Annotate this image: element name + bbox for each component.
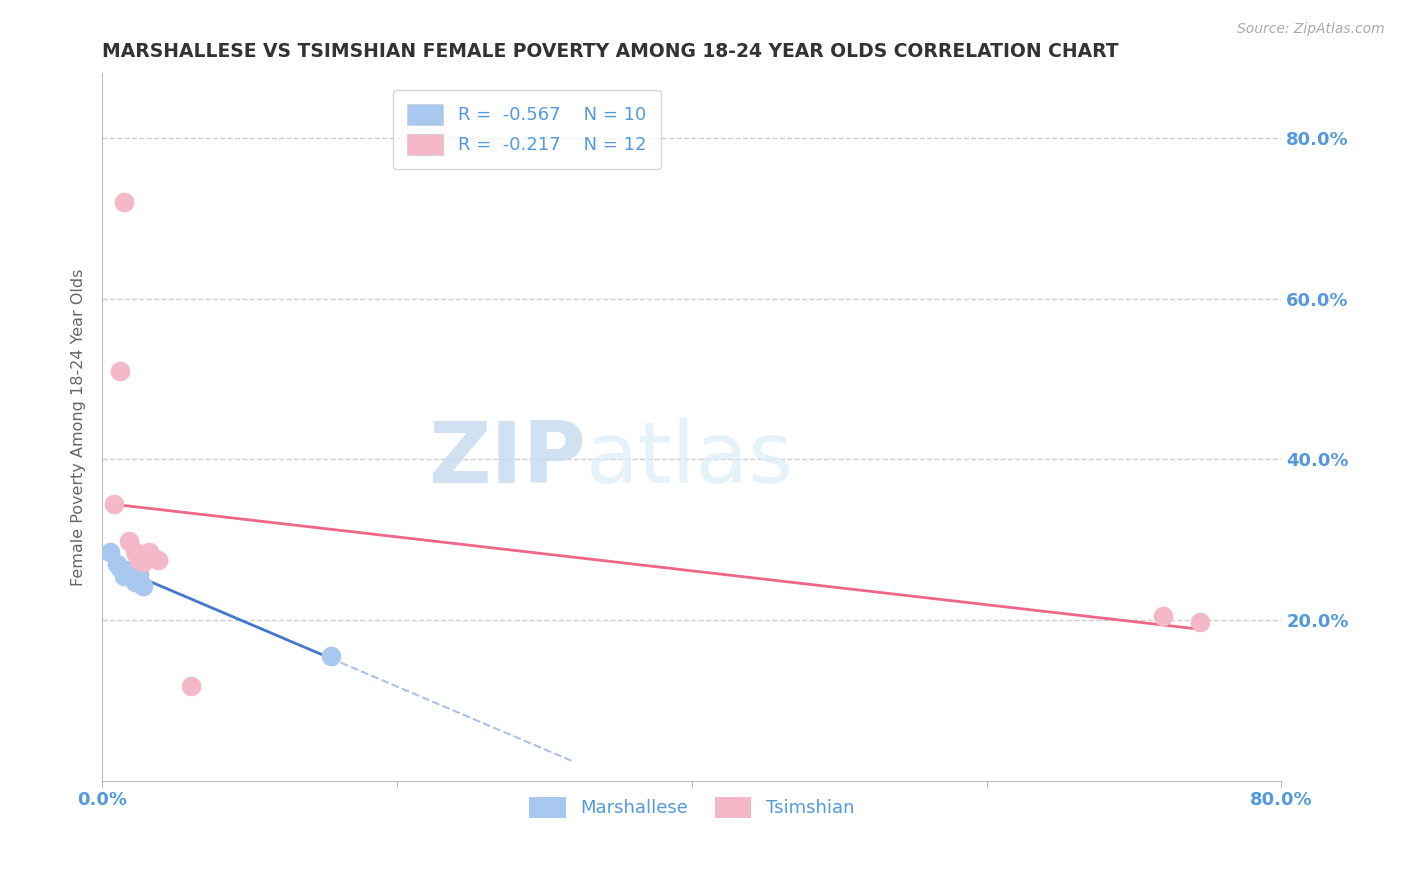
Point — [132, 555, 155, 569]
Point — [132, 579, 155, 593]
Point — [108, 364, 131, 378]
Point — [148, 553, 170, 567]
Point — [1189, 615, 1212, 629]
Point — [180, 679, 202, 693]
Point — [124, 545, 146, 559]
Y-axis label: Female Poverty Among 18-24 Year Olds: Female Poverty Among 18-24 Year Olds — [72, 268, 86, 586]
Point — [108, 561, 131, 575]
Text: MARSHALLESE VS TSIMSHIAN FEMALE POVERTY AMONG 18-24 YEAR OLDS CORRELATION CHART: MARSHALLESE VS TSIMSHIAN FEMALE POVERTY … — [103, 42, 1119, 61]
Text: atlas: atlas — [586, 417, 793, 500]
Text: Source: ZipAtlas.com: Source: ZipAtlas.com — [1237, 22, 1385, 37]
Point — [98, 545, 121, 559]
Point — [118, 534, 141, 549]
Point — [112, 195, 135, 210]
Point — [138, 545, 160, 559]
Legend: Marshallese, Tsimshian: Marshallese, Tsimshian — [522, 789, 862, 825]
Text: ZIP: ZIP — [427, 417, 586, 500]
Point — [112, 569, 135, 583]
Point — [124, 574, 146, 589]
Point — [1152, 609, 1174, 624]
Point — [105, 557, 128, 571]
Point — [121, 571, 143, 585]
Point — [128, 553, 150, 567]
Point — [128, 566, 150, 581]
Point — [103, 497, 125, 511]
Point — [319, 649, 342, 664]
Point — [118, 563, 141, 577]
